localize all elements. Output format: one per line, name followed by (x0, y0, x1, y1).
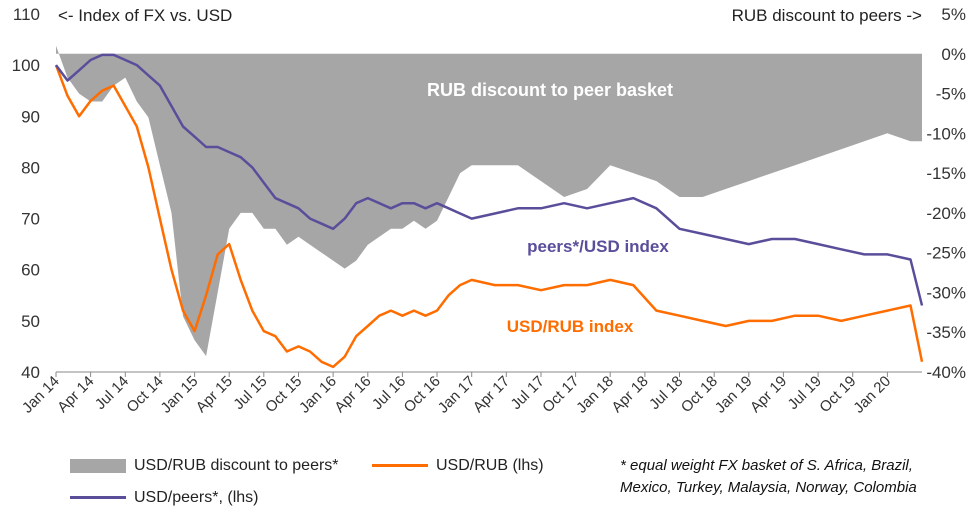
line-layer (54, 53, 924, 369)
right-tick-label: -30% (926, 283, 966, 302)
x-tick-label: Jan 18 (573, 373, 617, 417)
right-tick-label: -5% (936, 85, 966, 104)
legend-item-discount: USD/RUB discount to peers* (70, 457, 339, 475)
x-tick-label: Oct 16 (401, 373, 444, 416)
left-tick-label: 50 (21, 312, 40, 331)
legend-label-peers: USD/peers*, (lhs) (134, 489, 259, 506)
x-tick-label: Jan 20 (850, 373, 894, 417)
x-tick-label: Apr 17 (470, 373, 513, 416)
x-tick-label: Jan 15 (158, 373, 202, 417)
left-axis-title: <- Index of FX vs. USD (58, 6, 232, 25)
right-tick-label: -15% (926, 164, 966, 183)
right-tick-label: -35% (926, 323, 966, 342)
left-tick-label: 90 (21, 107, 40, 126)
x-tick-label: Oct 15 (262, 373, 305, 416)
x-tick-label: Apr 16 (331, 373, 374, 416)
x-tick-label: Apr 19 (747, 373, 790, 416)
annotation-peers: peers*/USD index (527, 237, 669, 256)
right-tick-label: 0% (941, 45, 966, 64)
right-tick-label: -20% (926, 204, 966, 223)
x-tick-label: Jan 16 (296, 373, 340, 417)
x-tick-label: Apr 14 (54, 373, 97, 416)
legend-label-discount: USD/RUB discount to peers* (134, 457, 339, 474)
left-tick-label: 80 (21, 158, 40, 177)
right-axis-title: RUB discount to peers -> (732, 6, 922, 25)
left-axis-ticks: 40 50 60 70 80 90 100 110 (12, 5, 40, 382)
footnote-line-1: * equal weight FX basket of S. Africa, B… (620, 457, 913, 474)
legend-swatch-discount (70, 458, 126, 473)
legend-item-peers: USD/peers*, (lhs) (70, 489, 258, 507)
x-tick-label: Jan 19 (712, 373, 756, 417)
left-tick-label: 100 (12, 56, 40, 75)
right-tick-label: -25% (926, 244, 966, 263)
annotation-usdrub: USD/RUB index (507, 317, 634, 336)
legend-swatch-peers (70, 496, 126, 500)
legend-label-usdrub: USD/RUB (lhs) (436, 457, 544, 474)
legend-swatch-usdrub (372, 464, 428, 468)
x-tick-label: Apr 15 (193, 373, 236, 416)
x-tick-label: Oct 18 (678, 373, 721, 416)
left-tick-label: 40 (21, 363, 40, 382)
left-tick-label: 70 (21, 210, 40, 229)
right-axis-ticks: -40% -35% -30% -25% -20% -15% -10% -5% 0% 5% (926, 5, 966, 382)
right-tick-label: -10% (926, 124, 966, 143)
line-series-peers (54, 53, 924, 306)
right-tick-label: 5% (941, 5, 966, 24)
annotation-discount: RUB discount to peer basket (427, 80, 673, 100)
footnote: * equal weight FX basket of S. Africa, B… (620, 455, 917, 499)
legend-item-usdrub: USD/RUB (lhs) (372, 457, 544, 475)
x-tick-label: Jan 17 (435, 373, 479, 417)
area-series-discount (56, 45, 922, 357)
x-tick-label: Oct 14 (123, 373, 166, 416)
x-tick-label: Apr 18 (608, 373, 651, 416)
footnote-line-2: Mexico, Turkey, Malaysia, Norway, Colomb… (620, 479, 917, 496)
right-tick-label: -40% (926, 363, 966, 382)
x-tick-label: Oct 17 (539, 373, 582, 416)
left-tick-label: 110 (13, 5, 40, 24)
discount-area-layer (56, 45, 922, 357)
x-tick-label: Oct 19 (816, 373, 859, 416)
left-tick-label: 60 (21, 261, 40, 280)
line-series-usdrub (54, 64, 924, 369)
